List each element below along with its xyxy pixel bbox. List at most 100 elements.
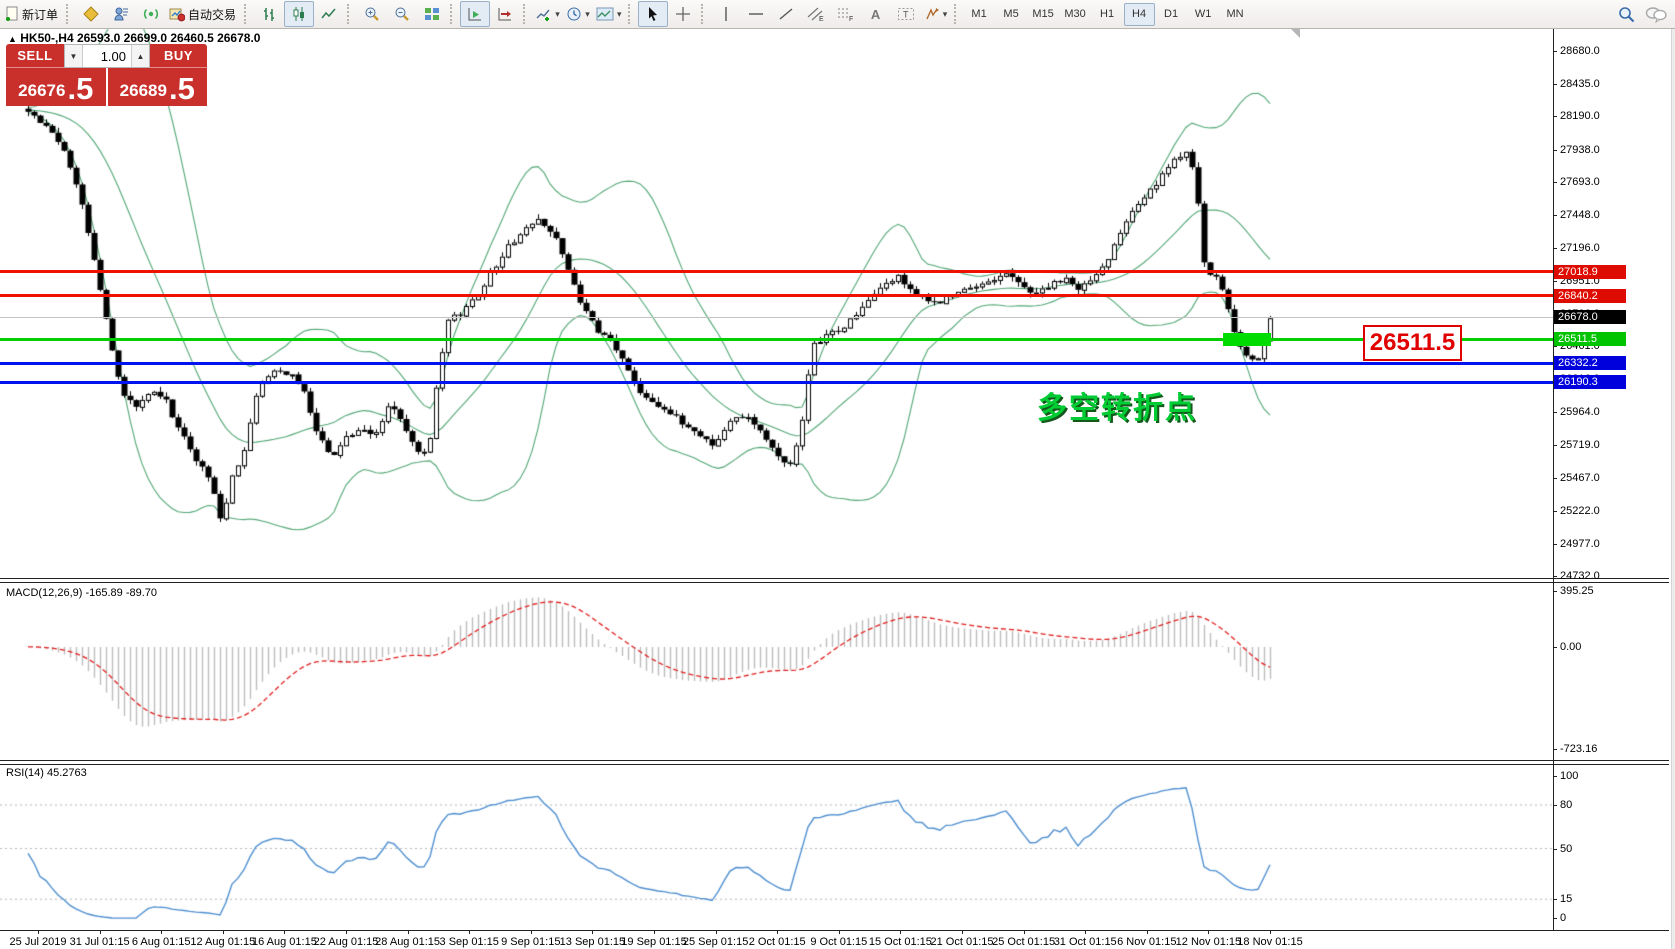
time-axis-label: 12 Aug 01:15 (190, 936, 256, 948)
price-tick-label: 25467.0 (1560, 472, 1600, 485)
buy-price-button[interactable]: 26689 .5 (107, 68, 207, 106)
buy-button[interactable]: BUY (150, 44, 207, 68)
dropdown-caret[interactable]: ▾ (585, 9, 590, 19)
sell-price-button[interactable]: 26676 .5 (6, 68, 106, 106)
crosshair-button[interactable] (668, 1, 698, 27)
volume-down-button[interactable]: ▼ (65, 45, 82, 67)
new-order-label: 新订单 (22, 7, 59, 22)
price-badge: 26840.2 (1554, 288, 1626, 303)
auto-trading-button[interactable]: 自动交易 (166, 1, 241, 27)
horizontal-level-line[interactable] (0, 361, 1553, 365)
toolbar-right (1618, 6, 1675, 23)
macd-tick-mark (1553, 647, 1557, 648)
price-tick-mark (1553, 116, 1557, 118)
timeframe-button-mn[interactable]: MN (1226, 8, 1244, 20)
macd-indicator-label: MACD(12,26,9) -165.89 -89.70 (6, 587, 158, 599)
time-tick-mark (900, 931, 902, 934)
trendline-tool[interactable] (771, 1, 801, 27)
timeframe-button-d1[interactable]: D1 (1164, 8, 1179, 20)
time-axis-label: 2 Oct 01:15 (748, 936, 806, 948)
horizontal-level-line[interactable] (0, 337, 1553, 341)
auto-scroll-button[interactable] (460, 1, 491, 27)
tile-windows-icon (425, 8, 440, 20)
templates-button[interactable]: ▾ (593, 1, 625, 27)
sell-button[interactable]: SELL (6, 44, 64, 68)
rsi-separator-line[interactable] (0, 760, 1669, 761)
timeframe-button-h4[interactable]: H4 (1123, 2, 1155, 26)
toolbar-grip (953, 4, 960, 24)
timeframe-button-m30[interactable]: M30 (1064, 8, 1086, 20)
dropdown-caret[interactable]: ▾ (942, 9, 948, 19)
indicators-button[interactable]: ▾ (533, 1, 563, 27)
price-tick-mark (1553, 149, 1557, 151)
chart-shift-button[interactable] (490, 1, 520, 27)
timeframe-button-h1[interactable]: H1 (1100, 8, 1115, 20)
panel-collapse-arrow[interactable]: ▲ (8, 34, 17, 44)
candlestick-mode-button[interactable] (284, 1, 315, 27)
periods-button[interactable]: ▾ (563, 1, 593, 27)
macd-separator-line[interactable] (0, 582, 1669, 583)
history-center-button[interactable] (76, 1, 106, 27)
vertical-line-tool[interactable] (711, 1, 741, 27)
rsi-tick-mark (1553, 848, 1557, 850)
arrows-tool[interactable]: ▾ (921, 1, 951, 27)
zoom-in-button[interactable] (357, 1, 387, 27)
new-order-button[interactable]: 新订单 (0, 1, 63, 27)
price-callout-label[interactable]: 26511.5 (1363, 325, 1462, 361)
price-tick-label: 27448.0 (1560, 208, 1600, 221)
bar-chart-mode-button[interactable] (254, 1, 284, 27)
fibonacci-tool[interactable]: F (831, 1, 861, 27)
price-tick-label: 27196.0 (1560, 242, 1600, 255)
dropdown-caret[interactable]: ▾ (555, 9, 560, 19)
line-chart-mode-button[interactable] (314, 1, 344, 27)
price-tick-mark (1553, 543, 1557, 545)
broadcast-button[interactable] (136, 1, 166, 27)
profile-button[interactable] (106, 1, 136, 27)
chart-shift-icon (498, 8, 512, 21)
timeframe-button-m5[interactable]: M5 (1003, 8, 1019, 20)
rsi-tick-label: 100 (1560, 770, 1579, 782)
toolbar-grip (627, 4, 634, 24)
price-tick-label: 25222.0 (1560, 505, 1600, 518)
macd-separator-line[interactable] (0, 578, 1669, 579)
text-tool[interactable]: A (861, 1, 891, 27)
macd-tick-label: -723.16 (1560, 743, 1598, 756)
fibonacci-icon: F (837, 8, 853, 22)
symbol-ohlc-bar: ▲ HK50-,H4 26593.0 26699.0 26460.5 26678… (8, 31, 260, 45)
equidistant-channel-tool[interactable]: E (801, 1, 831, 27)
search-icon[interactable] (1618, 6, 1635, 23)
horizontal-level-line[interactable] (0, 316, 1553, 318)
time-tick-mark (1023, 931, 1025, 934)
indicators-icon (536, 9, 550, 21)
pivot-annotation-text[interactable]: 多空转折点 (1037, 392, 1197, 425)
cursor-button[interactable] (637, 1, 668, 27)
horizontal-level-line[interactable] (0, 294, 1553, 298)
time-axis-label: 19 Sep 01:15 (621, 936, 687, 948)
zoom-out-button[interactable] (387, 1, 417, 27)
timeframe-button-w1[interactable]: W1 (1194, 8, 1212, 20)
chat-icon[interactable] (1645, 6, 1667, 23)
trendline-icon (779, 8, 793, 20)
time-tick-mark (838, 931, 840, 934)
horizontal-line-tool[interactable] (741, 1, 771, 27)
text-label-tool[interactable]: T (891, 1, 921, 27)
chart-shift-marker[interactable] (1291, 29, 1300, 38)
arrows-icon (926, 8, 939, 20)
horizontal-level-line[interactable] (0, 270, 1553, 274)
volume-input[interactable]: 1.00 (82, 45, 132, 67)
time-tick-mark (1085, 931, 1087, 934)
time-tick-mark (407, 931, 409, 934)
tile-windows-button[interactable] (417, 1, 447, 27)
horizontal-level-line[interactable] (0, 380, 1553, 384)
toolbar-grip (66, 4, 72, 24)
timeframe-button-m1[interactable]: M1 (971, 8, 987, 20)
dropdown-caret[interactable]: ▾ (617, 9, 622, 19)
timeframe-button-m15[interactable]: M15 (1032, 8, 1054, 20)
green-highlight-zone[interactable] (1223, 333, 1271, 346)
volume-up-button[interactable]: ▲ (132, 45, 149, 67)
auto-scroll-icon (468, 8, 482, 21)
cursor-arrow-icon (648, 7, 657, 21)
rsi-separator-line[interactable] (0, 764, 1669, 765)
time-axis-label: 15 Oct 01:15 (868, 936, 932, 948)
